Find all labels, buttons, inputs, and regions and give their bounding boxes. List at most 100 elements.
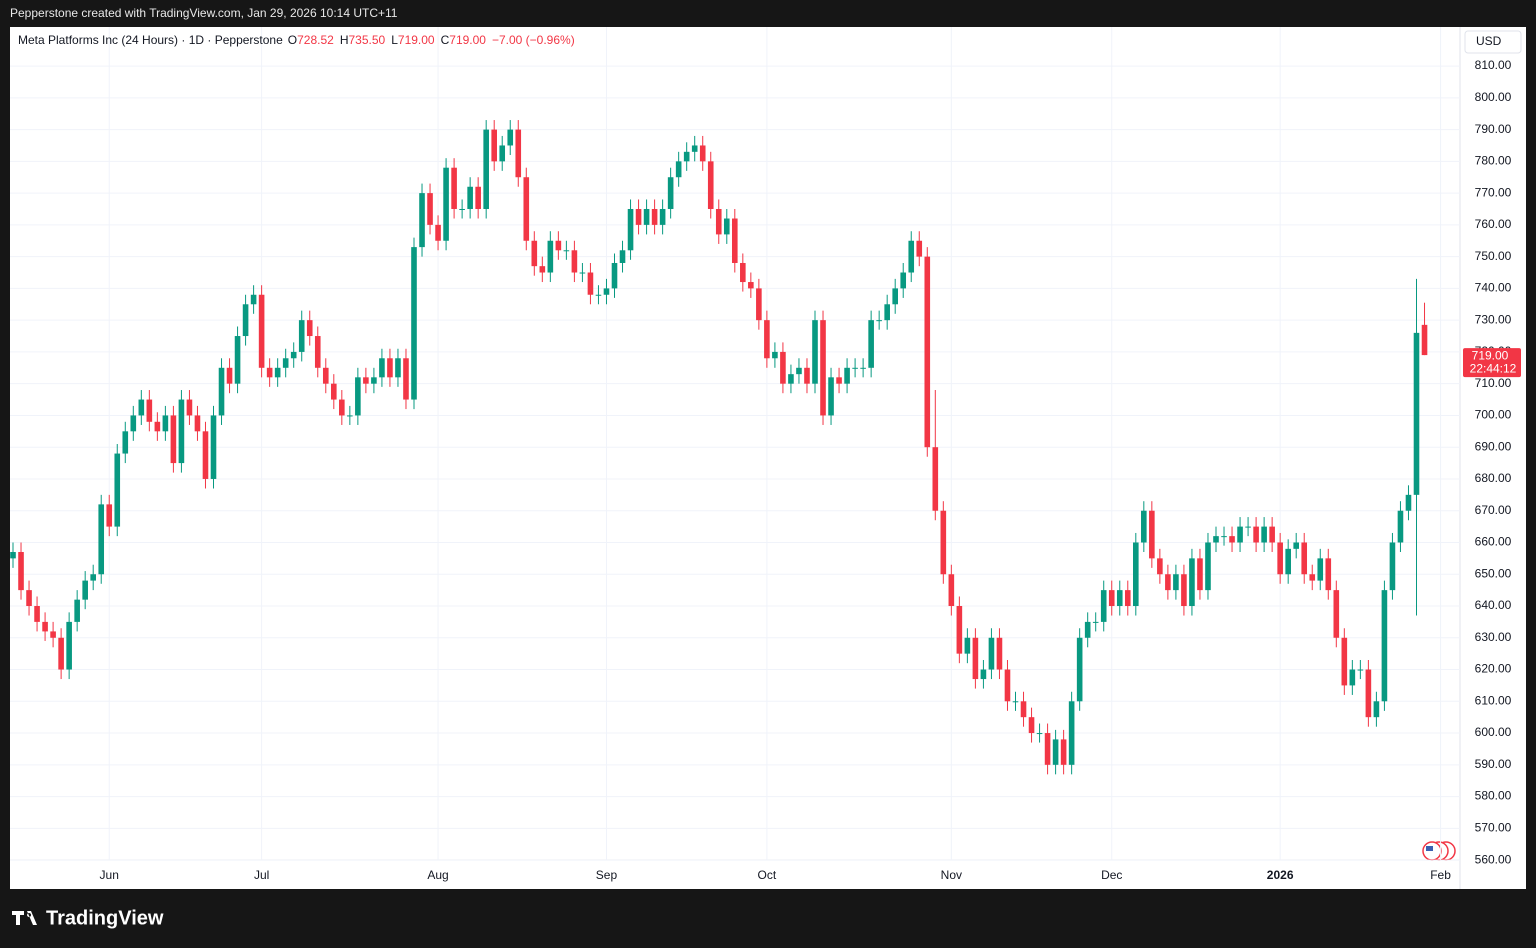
candle-body — [924, 256, 931, 448]
y-tick-label: 670.00 — [1475, 503, 1512, 517]
candle-body — [1253, 526, 1259, 543]
candle-body — [298, 320, 305, 352]
candle-body — [250, 294, 257, 305]
candle-body — [820, 320, 826, 416]
candle-body — [804, 367, 810, 384]
candle-body — [1221, 536, 1227, 538]
candle-body — [916, 240, 923, 257]
candle-body — [1165, 574, 1171, 591]
y-tick-label: 590.00 — [1475, 757, 1512, 771]
y-tick-label: 690.00 — [1475, 439, 1512, 453]
candle-body — [1389, 542, 1396, 591]
y-tick-label: 660.00 — [1475, 535, 1512, 549]
candle-body — [26, 590, 32, 607]
candle-body — [1381, 590, 1388, 702]
candle-body — [1124, 590, 1131, 607]
x-tick-label: Dec — [1101, 868, 1122, 882]
candle-body — [347, 415, 353, 417]
price-tag-countdown: 22:44:12 — [1470, 361, 1517, 375]
candle-body — [1397, 510, 1404, 543]
y-tick-label: 770.00 — [1475, 185, 1512, 199]
currency-button[interactable] — [1464, 30, 1522, 54]
x-tick-label: Jun — [100, 868, 119, 882]
candle-body — [539, 266, 546, 273]
candle-body — [515, 129, 522, 178]
candle-body — [940, 510, 947, 575]
candle-body — [507, 129, 514, 146]
candle-body — [732, 218, 738, 263]
candle-body — [964, 637, 971, 654]
candle-body — [226, 367, 233, 384]
candle-body — [1133, 542, 1139, 607]
x-tick-label: Nov — [941, 868, 962, 882]
currency[interactable]: USD — [1476, 34, 1502, 48]
logo-mark — [12, 911, 37, 925]
y-tick-label: 620.00 — [1475, 662, 1512, 676]
candle-body — [1269, 526, 1275, 543]
logo — [12, 911, 37, 925]
legend-title: Meta Platforms Inc (24 Hours) · 1D · Pep… — [18, 33, 283, 47]
candle-body — [892, 288, 898, 305]
candle-body — [988, 637, 995, 670]
candle-body — [18, 552, 24, 591]
candle-body — [395, 358, 401, 378]
candle-body — [1317, 558, 1324, 581]
candle-body — [1213, 536, 1219, 543]
candle-body — [1060, 739, 1067, 765]
candle-body — [1004, 669, 1011, 702]
candle-body — [1149, 510, 1155, 559]
candle-body — [932, 447, 939, 511]
candle-body — [780, 351, 786, 384]
candle-body — [130, 415, 137, 432]
candle-body — [443, 167, 449, 241]
candle-body — [114, 453, 121, 527]
candle-body — [138, 399, 145, 416]
candle-body — [218, 367, 225, 416]
candle-body — [34, 606, 40, 622]
candle-body — [403, 358, 409, 400]
legend-value: 719.00 — [398, 33, 435, 47]
candle-body — [427, 193, 433, 225]
candle-body — [900, 272, 907, 289]
candle-body — [210, 415, 217, 479]
candle-body — [996, 637, 1003, 670]
candle-body — [587, 272, 594, 295]
candle-body — [627, 208, 634, 251]
candle-body — [90, 574, 96, 581]
candle-body — [162, 415, 169, 432]
candle-body — [531, 240, 538, 267]
candle-body — [234, 336, 241, 384]
candle-body — [290, 351, 297, 359]
x-tick-label: Feb — [1430, 868, 1451, 882]
candle-body — [1084, 621, 1091, 638]
candle-body — [908, 240, 915, 273]
candle-body — [1261, 526, 1267, 543]
candle-body — [322, 367, 329, 384]
candle-body — [74, 599, 80, 622]
flags — [1422, 841, 1456, 861]
candle-body — [1421, 324, 1428, 356]
x-tick-label: Aug — [427, 868, 448, 882]
candle-body — [1245, 526, 1251, 528]
legend: Meta Platforms Inc (24 Hours) · 1D · Pep… — [18, 33, 575, 47]
candle-body — [186, 399, 193, 416]
candle-body — [1028, 717, 1035, 734]
candle-body — [451, 167, 457, 209]
candle-body — [523, 177, 530, 241]
y-tick-label: 810.00 — [1475, 58, 1512, 72]
candle-body — [571, 250, 578, 273]
candle-body — [1309, 574, 1316, 581]
y-tick-label: 600.00 — [1475, 725, 1512, 739]
candle-body — [772, 351, 778, 359]
candle-body — [683, 151, 690, 162]
y-tick-label: 710.00 — [1475, 376, 1512, 390]
candle-body — [1205, 542, 1211, 591]
legend-key: H — [340, 33, 349, 47]
candle-body — [154, 421, 161, 432]
candle-body — [812, 320, 818, 384]
y-tick-label: 800.00 — [1475, 90, 1512, 104]
candle-body — [1020, 701, 1027, 718]
candle-body — [1229, 536, 1235, 543]
candle-body — [1068, 701, 1075, 765]
candle-body — [1357, 669, 1364, 671]
